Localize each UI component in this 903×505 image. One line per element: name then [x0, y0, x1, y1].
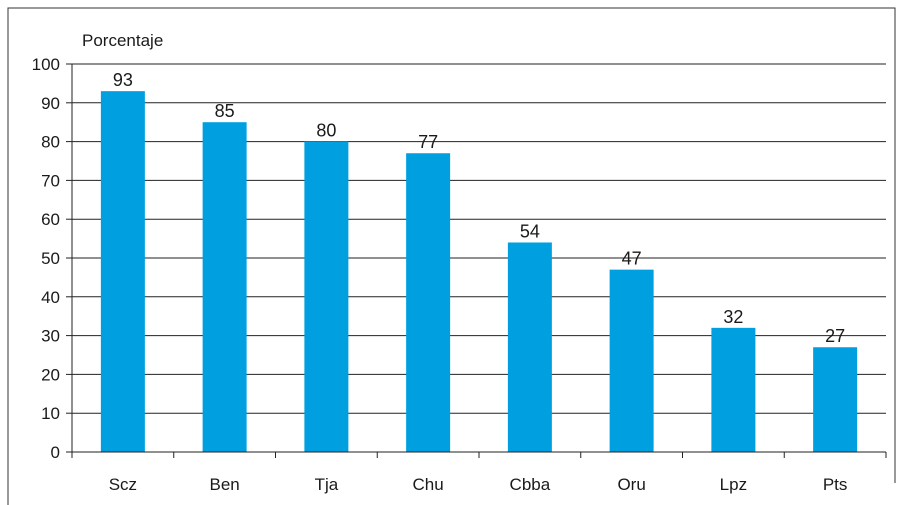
- data-label: 32: [723, 307, 743, 327]
- x-tick-label: Tja: [315, 475, 339, 494]
- x-tick-labels: Scz Ben Tja Chu Cbba Oru Lpz Pts: [109, 475, 848, 494]
- data-label: 47: [622, 249, 642, 269]
- y-tick-label: 40: [41, 288, 60, 307]
- y-tick-label: 60: [41, 210, 60, 229]
- data-label: 77: [418, 132, 438, 152]
- bar-value-labels: 93 85 80 77 54 47 32 27: [113, 70, 845, 346]
- bar-ben: [202, 122, 247, 452]
- x-tick-marks: [71, 452, 887, 458]
- y-tick-label: 20: [41, 365, 60, 384]
- y-tick-label: 10: [41, 404, 60, 423]
- bar-cbba: [507, 242, 552, 452]
- data-label: 54: [520, 221, 540, 241]
- data-label: 93: [113, 70, 133, 90]
- data-label: 85: [215, 101, 235, 121]
- data-label: 27: [825, 326, 845, 346]
- y-tick-label: 70: [41, 171, 60, 190]
- x-tick-label: Chu: [413, 475, 444, 494]
- y-tick-label: 50: [41, 249, 60, 268]
- x-tick-label: Pts: [823, 475, 848, 494]
- x-tick-label: Cbba: [510, 475, 551, 494]
- x-tick-label: Ben: [210, 475, 240, 494]
- bar-lpz: [711, 327, 756, 452]
- gridlines: [66, 63, 886, 453]
- x-tick-label: Scz: [109, 475, 137, 494]
- bars: [100, 91, 858, 453]
- chart-border: [7, 7, 896, 505]
- bar-scz: [100, 91, 145, 452]
- bar-pts: [813, 347, 858, 452]
- x-tick-label: Lpz: [720, 475, 747, 494]
- x-tick-label: Oru: [617, 475, 645, 494]
- y-axis-label: Porcentaje: [82, 31, 163, 50]
- y-tick-label: 0: [51, 443, 60, 462]
- y-tick-label: 80: [41, 133, 60, 152]
- y-tick-label: 100: [32, 55, 60, 74]
- bar-chu: [406, 153, 451, 453]
- y-tick-labels: 0 10 20 30 40 50 60 70 80 90 100: [32, 55, 60, 462]
- y-tick-label: 90: [41, 94, 60, 113]
- y-tick-label: 30: [41, 327, 60, 346]
- bar-oru: [609, 269, 654, 452]
- data-label: 80: [316, 121, 336, 141]
- bar-tja: [304, 141, 349, 452]
